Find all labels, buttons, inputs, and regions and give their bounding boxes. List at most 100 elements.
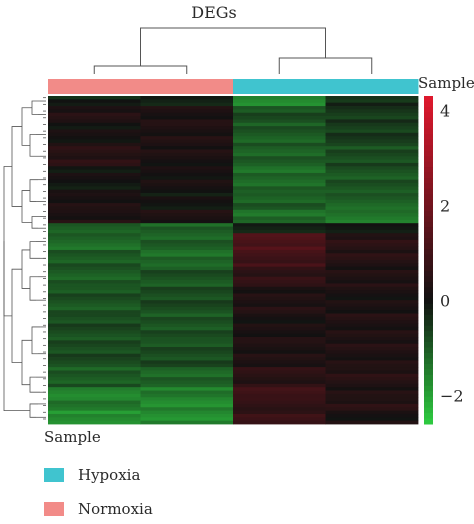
dendrogram-link <box>29 179 38 202</box>
heatmap-cell <box>325 159 419 164</box>
colorbar-segment <box>424 265 433 272</box>
heatmap-cell <box>325 373 419 378</box>
heatmap-cell <box>140 340 234 345</box>
heatmap-cell <box>233 199 326 204</box>
heatmap-cell <box>48 420 141 425</box>
dendrogram-link <box>31 326 40 355</box>
legend-label-normoxia: Normoxia <box>78 500 153 518</box>
dendrogram-link <box>31 216 40 229</box>
heatmap-cell <box>48 233 141 237</box>
heatmap-cell <box>140 189 234 194</box>
heatmap-cell <box>233 126 326 130</box>
heatmap-cell <box>233 333 326 338</box>
heatmap-cell <box>48 323 141 328</box>
colorbar-tick-label: −2 <box>440 386 464 405</box>
heatmap-cell <box>325 353 419 358</box>
heatmap-cell <box>140 249 234 254</box>
heatmap-cell <box>325 347 419 351</box>
colorbar-segment <box>424 156 433 163</box>
heatmap-cell <box>325 383 419 388</box>
heatmap-cell <box>48 236 141 241</box>
heatmap-cell <box>325 417 419 422</box>
heatmap-cell <box>48 387 141 391</box>
heatmap-cell <box>140 326 234 331</box>
heatmap-cell <box>48 383 141 388</box>
heatmap-cell <box>48 290 141 294</box>
heatmap-cell <box>233 246 326 251</box>
heatmap-cell <box>325 320 419 324</box>
heatmap-cell <box>325 119 419 124</box>
annotation-cell-normoxia <box>140 79 234 94</box>
heatmap-cell <box>140 96 234 100</box>
heatmap-cell <box>325 206 419 211</box>
heatmap-cell <box>140 126 234 130</box>
heatmap-cell <box>140 306 234 311</box>
heatmap-cell <box>325 420 419 425</box>
heatmap-cell <box>233 316 326 321</box>
colorbar-segment <box>424 325 433 332</box>
heatmap-cell <box>233 260 326 264</box>
heatmap-cell <box>325 126 419 130</box>
heatmap-cell <box>233 400 326 405</box>
heatmap-cell <box>48 196 141 201</box>
heatmap-cell <box>325 139 419 144</box>
heatmap-cell <box>325 280 419 284</box>
heatmap-cell <box>325 116 419 120</box>
heatmap-cell <box>233 169 326 174</box>
heatmap-cell <box>48 413 141 418</box>
heatmap-cell <box>325 203 419 207</box>
heatmap-cell <box>233 290 326 294</box>
heatmap-cell <box>233 109 326 114</box>
colorbar-tick-label: 0 <box>440 291 450 310</box>
heatmap-cell <box>233 183 326 187</box>
heatmap-cell <box>140 203 234 207</box>
heatmap-cell <box>325 263 419 268</box>
heatmap-cell <box>233 306 326 311</box>
heatmap-cell <box>233 340 326 345</box>
heatmap-cell <box>140 119 234 124</box>
heatmap-cell <box>140 293 234 298</box>
heatmap-cell <box>140 323 234 328</box>
heatmap-cell <box>325 156 419 160</box>
heatmap-cell <box>233 403 326 408</box>
colorbar-segment <box>424 128 433 135</box>
heatmap-cell <box>233 273 326 278</box>
colorbar-segment <box>424 139 433 146</box>
heatmap-cell <box>140 169 234 174</box>
heatmap-cell <box>48 270 141 274</box>
heatmap-cell <box>140 407 234 412</box>
heatmap-cell <box>233 390 326 395</box>
heatmap-cell <box>140 283 234 288</box>
heatmap-cell <box>140 363 234 368</box>
heatmap-cell <box>140 397 234 401</box>
heatmap-cell <box>233 102 326 107</box>
heatmap-cell <box>325 109 419 114</box>
heatmap-cell <box>48 273 141 278</box>
heatmap-cell <box>48 293 141 298</box>
heatmap-cell <box>325 333 419 338</box>
dendrogram-link <box>29 241 40 259</box>
dendrogram-link <box>29 376 40 393</box>
heatmap-cell <box>48 203 141 207</box>
colorbar-segment <box>424 336 433 343</box>
heatmap-cell <box>325 330 419 335</box>
colorbar-segment <box>424 227 433 234</box>
heatmap-cell <box>233 357 326 361</box>
colorbar-segment <box>424 309 433 316</box>
heatmap-cell <box>140 330 234 335</box>
heatmap-cell <box>325 350 419 355</box>
heatmap-cell <box>48 179 141 184</box>
colorbar-segment <box>424 254 433 261</box>
heatmap-cell <box>233 213 326 217</box>
heatmap-cell <box>48 172 141 177</box>
heatmap-cell <box>325 129 419 134</box>
colorbar-segment <box>424 178 433 184</box>
heatmap-cell <box>325 223 419 227</box>
heatmap-cell <box>48 380 141 385</box>
heatmap-cell <box>325 290 419 294</box>
heatmap-cell <box>48 300 141 304</box>
colorbar-tick-label: 4 <box>440 101 450 120</box>
heatmap-cell <box>140 260 234 264</box>
heatmap-cell <box>48 397 141 401</box>
heatmap-cell <box>48 347 141 351</box>
